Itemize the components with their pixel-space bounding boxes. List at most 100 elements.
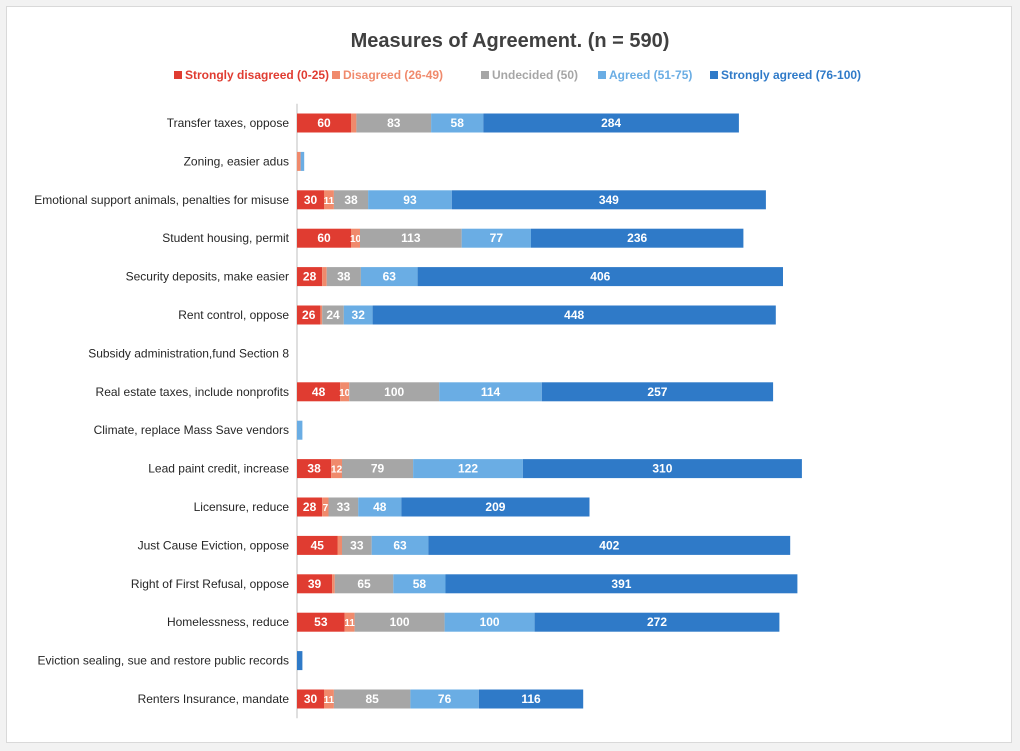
bar-segment-undecided-50: [342, 459, 414, 479]
data-label: 38: [307, 462, 321, 476]
bar-segment-strongly-disagreed-0-25: [297, 267, 323, 287]
category-label: Eviction sealing, sue and restore public…: [38, 654, 289, 668]
data-label: 402: [599, 538, 619, 552]
bar-row-emotional-support-animals-penalties-for-misuse: 30 11 38 93 349: [297, 190, 766, 210]
data-label: 39: [308, 577, 322, 591]
data-label: 10: [339, 388, 351, 399]
bar-segment-agreed-51-75: [410, 689, 479, 709]
bar-segment-strongly-agreed-76-100: [531, 228, 744, 248]
data-label: 28: [303, 500, 317, 514]
bar-segment-strongly-disagreed-0-25: [297, 382, 341, 402]
bar-segment-disagreed-26-49: [324, 190, 334, 210]
bar-segment-strongly-disagreed-0-25: [297, 535, 338, 555]
category-label: Transfer taxes, oppose: [167, 116, 290, 130]
legend-swatch: [481, 71, 489, 79]
bar-row-rent-control-oppose: 26 24 32 448: [297, 305, 776, 325]
category-label: Student housing, permit: [162, 231, 289, 245]
data-label: 209: [485, 500, 505, 514]
category-label: Emotional support animals, penalties for…: [34, 193, 289, 207]
bar-segment-agreed-51-75: [439, 382, 542, 402]
bar-row-zoning-easier-adus: [297, 151, 305, 171]
bar-row-transfer-taxes-oppose: 60 83 58 284: [297, 113, 739, 133]
bar-row-student-housing-permit: 60 10 113 77 236: [297, 228, 744, 248]
data-label: 48: [312, 385, 326, 399]
data-label: 349: [599, 193, 619, 207]
data-label: 12: [331, 465, 343, 476]
data-label: 24: [326, 308, 340, 322]
bar-row-real-estate-taxes-include-nonprofits: 48 10 100 114 257: [297, 382, 774, 402]
bar-segment-agreed-51-75: [431, 113, 484, 133]
category-labels: Transfer taxes, oppose Zoning, easier adu…: [34, 116, 289, 706]
data-label: 93: [403, 193, 417, 207]
data-label: 11: [324, 196, 335, 207]
data-label: 257: [647, 385, 667, 399]
category-label: Just Cause Eviction, oppose: [138, 538, 290, 552]
data-label: 11: [324, 695, 335, 706]
legend-swatch: [710, 71, 718, 79]
data-label: 76: [438, 692, 452, 706]
bar-segment-undecided-50: [333, 689, 411, 709]
data-label: 391: [611, 577, 631, 591]
data-label: 122: [458, 462, 478, 476]
category-label: Security deposits, make easier: [126, 270, 289, 284]
bar-segment-strongly-agreed-76-100: [478, 689, 584, 709]
bar-segment-strongly-agreed-76-100: [401, 497, 590, 517]
stacked-bar-chart: Measures of Agreement. (n = 590) Strongl…: [34, 30, 861, 719]
bar-segment-undecided-50: [334, 574, 394, 594]
data-label: 38: [337, 270, 351, 284]
bar-segment-disagreed-26-49: [351, 228, 360, 248]
data-label: 60: [317, 231, 331, 245]
category-label: Right of First Refusal, oppose: [131, 577, 289, 591]
data-label: 63: [383, 270, 397, 284]
bar-segment-agreed-51-75: [444, 612, 535, 632]
legend-item-strongly-agreed-76-100: Strongly agreed (76-100): [710, 68, 861, 82]
bar-row-licensure-reduce: 28 7 33 48 209: [297, 497, 590, 517]
category-label: Rent control, oppose: [178, 308, 289, 322]
bar-segment-disagreed-26-49: [337, 535, 342, 555]
category-label: Renters Insurance, mandate: [138, 692, 290, 706]
bar-segment-strongly-agreed-76-100: [372, 305, 776, 325]
category-label: Subsidy administration,fund Section 8: [88, 346, 289, 360]
category-label: Climate, replace Mass Save vendors: [94, 423, 289, 437]
data-label: 116: [521, 692, 541, 706]
category-label: Licensure, reduce: [194, 500, 290, 514]
bar-row-just-cause-eviction-oppose: 45 33 63 402: [297, 535, 791, 555]
bar-segment-agreed-51-75: [393, 574, 446, 594]
bar-segment-strongly-agreed-76-100: [541, 382, 774, 402]
legend: Strongly disagreed (0-25) Disagreed (26-4…: [174, 68, 861, 82]
bar-segment-agreed-51-75: [360, 267, 418, 287]
data-label: 83: [387, 116, 401, 130]
data-label: 53: [314, 615, 328, 629]
bar-segment-undecided-50: [342, 535, 372, 555]
bar-segment-strongly-agreed-76-100: [534, 612, 780, 632]
legend-swatch: [598, 71, 606, 79]
bar-segment-disagreed-26-49: [297, 151, 301, 171]
category-label: Zoning, easier adus: [184, 154, 289, 168]
bar-segment-strongly-disagreed-0-25: [297, 497, 323, 517]
bar-segment-strongly-agreed-76-100: [522, 459, 802, 479]
bar-segment-agreed-51-75: [297, 420, 303, 440]
data-label: 33: [337, 500, 351, 514]
bar-segment-strongly-disagreed-0-25: [297, 689, 324, 709]
data-label: 38: [344, 193, 358, 207]
bar-segment-strongly-disagreed-0-25: [297, 574, 333, 594]
bar-segment-undecided-50: [326, 267, 361, 287]
bar-segment-strongly-agreed-76-100: [297, 651, 303, 671]
data-label: 85: [365, 692, 379, 706]
bar-segment-agreed-51-75: [358, 497, 402, 517]
bar-segment-agreed-51-75: [300, 151, 305, 171]
bar-segment-strongly-disagreed-0-25: [297, 459, 332, 479]
legend-label: Strongly agreed (76-100): [721, 68, 861, 82]
bar-segment-disagreed-26-49: [322, 497, 329, 517]
bar-segment-undecided-50: [333, 190, 369, 210]
data-label: 63: [393, 538, 407, 552]
data-label: 113: [401, 231, 421, 245]
bar-segment-undecided-50: [356, 113, 432, 133]
bar-segment-agreed-51-75: [413, 459, 523, 479]
data-label: 58: [413, 577, 427, 591]
bar-segment-strongly-agreed-76-100: [445, 574, 798, 594]
data-label: 48: [373, 500, 387, 514]
legend-label: Disagreed (26-49): [343, 68, 443, 82]
data-label: 114: [481, 385, 501, 399]
chart-frame: Measures of Agreement. (n = 590) Strongl…: [6, 6, 1012, 743]
